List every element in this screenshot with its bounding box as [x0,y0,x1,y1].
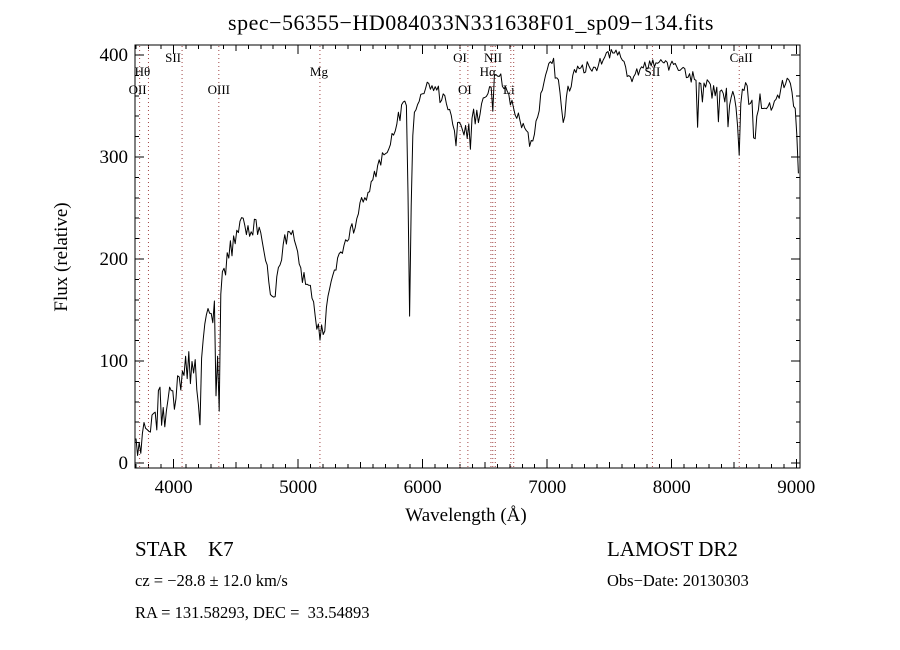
ra-dec-text: RA = 131.58293, DEC = 33.54893 [135,603,370,622]
plot-title: spec−56355−HD084033N331638F01_sp09−134.f… [228,10,714,35]
x-tick-label: 5000 [279,477,318,498]
spectral-line-label-caii: CaII [729,50,753,65]
y-tick-label: 300 [99,146,129,168]
y-tick-label: 400 [99,44,129,66]
y-tick-label: 100 [99,350,129,372]
spectral-line-label-oi: OI [458,82,472,97]
y-tick-label: 0 [118,452,129,474]
spectral-line-label-hα: Hα [479,64,496,79]
x-tick-label: 6000 [403,477,442,498]
x-tick-label: 7000 [528,477,567,498]
spectral-line-markers [139,46,740,467]
spectral-line-label-oii: OII [128,82,147,97]
x-tick-label: 9000 [777,477,816,498]
x-tick-label: 4000 [154,477,193,498]
spectral-line-label-sii: SII [165,50,182,65]
plot-frame [134,44,801,469]
object-class-text: STAR K7 [135,537,234,561]
x-axis-label: Wavelength (Å) [405,505,527,526]
spectrum-curve [135,49,799,456]
survey-release-text: LAMOST DR2 [607,537,738,561]
spectral-line-label-nii: NII [483,50,503,65]
spectral-line-label-hθ: Hθ [134,64,151,79]
spectral-line-label-oiii: OIII [207,82,230,97]
spectral-line-label-mg: Mg [309,64,328,79]
y-tick-label: 200 [99,248,129,270]
spectral-line-label-oi: OI [453,50,467,65]
cz-velocity-text: cz = −28.8 ± 12.0 km/s [135,571,288,590]
spectral-line-label-li: Li [503,82,515,97]
x-tick-label: 8000 [652,477,691,498]
obs-date-text: Obs−Date: 20130303 [607,571,749,590]
spectral-line-label-sii: SII [644,64,661,79]
axis-ticks [135,45,800,468]
